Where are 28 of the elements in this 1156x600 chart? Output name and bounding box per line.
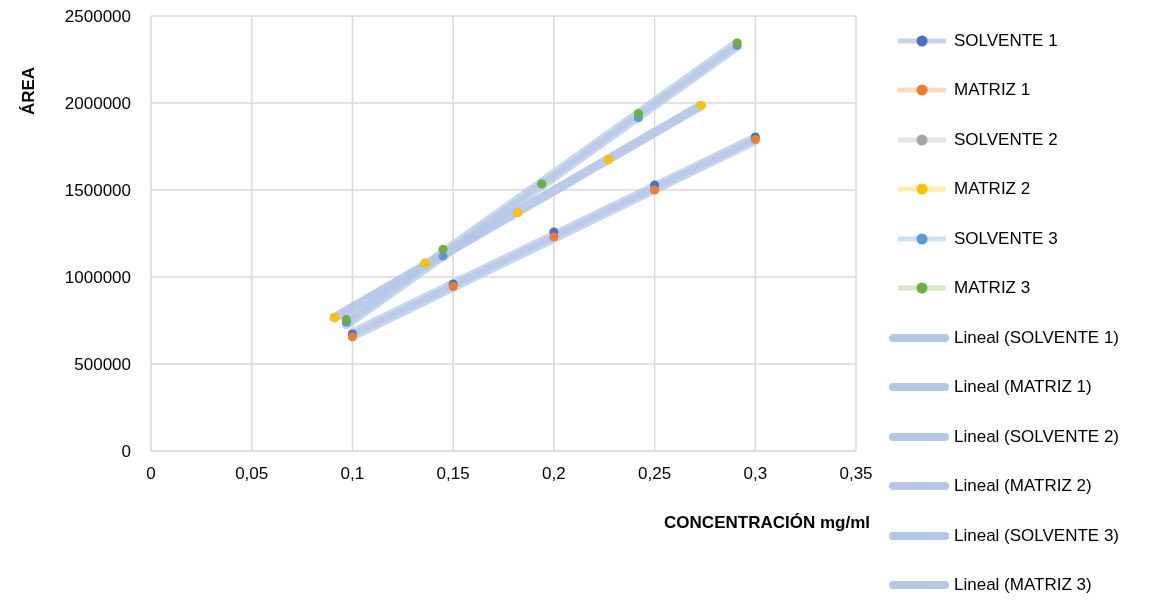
x-tick-label: 0,3	[743, 464, 768, 484]
y-axis-title: ÁREA	[18, 66, 38, 116]
y-tick-label: 1500000	[64, 181, 131, 201]
legend-label: Lineal (SOLVENTE 2)	[954, 426, 1120, 447]
x-tick-label: 0,2	[542, 464, 566, 484]
x-tick-label: 0,1	[340, 464, 365, 484]
legend-label: MATRIZ 3	[954, 278, 1031, 299]
y-tick-label: 500000	[74, 355, 131, 375]
y-tick-label: 2000000	[64, 94, 131, 114]
legend-label: Lineal (SOLVENTE 3)	[954, 525, 1120, 546]
legend-label: SOLVENTE 3	[954, 228, 1058, 249]
legend-label: MATRIZ 1	[954, 80, 1031, 101]
x-axis-title: CONCENTRACIÓN mg/ml	[664, 513, 870, 532]
legend-label: SOLVENTE 1	[954, 30, 1058, 51]
legend-label: MATRIZ 2	[954, 179, 1031, 200]
legend-label: SOLVENTE 2	[954, 129, 1058, 150]
y-tick-label: 2500000	[64, 7, 131, 27]
x-tick-label: 0,35	[839, 464, 873, 484]
y-tick-label: 1000000	[64, 268, 131, 288]
x-tick-label: 0,05	[235, 464, 269, 484]
legend-label: Lineal (MATRIZ 2)	[954, 476, 1092, 497]
legend-label: Lineal (MATRIZ 1)	[954, 377, 1092, 398]
x-tick-label: 0	[146, 464, 156, 484]
y-tick-label: 0	[121, 442, 131, 462]
x-tick-label: 0,15	[436, 464, 470, 484]
legend-label: Lineal (MATRIZ 3)	[954, 575, 1092, 596]
legend-label: Lineal (SOLVENTE 1)	[954, 327, 1120, 348]
x-tick-label: 0,25	[638, 464, 672, 484]
